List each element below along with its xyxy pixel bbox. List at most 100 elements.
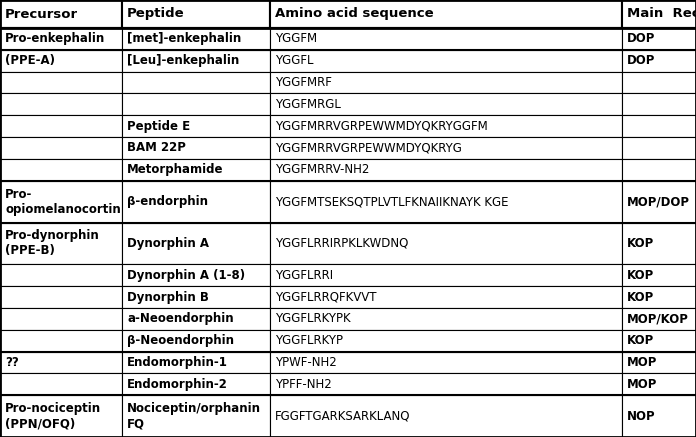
Bar (0, 395, 122, 437)
Bar (270, 330, 622, 351)
Text: Nociceptin/orphanin
FQ: Nociceptin/orphanin FQ (127, 402, 261, 430)
Bar (0, 330, 122, 351)
Bar (0, 28, 122, 50)
Text: MOP/KOP: MOP/KOP (627, 312, 689, 325)
Bar (622, 0, 696, 28)
Text: YGGFLRRQFKVVT: YGGFLRRQFKVVT (275, 291, 377, 304)
Bar (122, 0, 270, 28)
Bar (122, 159, 270, 180)
Text: YGGFLRKYPK: YGGFLRKYPK (275, 312, 351, 325)
Bar (622, 72, 696, 94)
Bar (622, 159, 696, 180)
Text: YPFF-NH2: YPFF-NH2 (275, 378, 332, 391)
Text: DOP: DOP (627, 32, 656, 45)
Bar (122, 222, 270, 264)
Text: Peptide E: Peptide E (127, 120, 190, 133)
Bar (0, 50, 122, 72)
Bar (270, 115, 622, 137)
Bar (0, 222, 122, 264)
Bar (622, 50, 696, 72)
Text: Metorphamide: Metorphamide (127, 163, 223, 176)
Bar (0, 159, 122, 180)
Bar (122, 373, 270, 395)
Bar (622, 308, 696, 330)
Bar (270, 264, 622, 286)
Text: Pro-nociceptin
(PPN/OFQ): Pro-nociceptin (PPN/OFQ) (5, 402, 101, 430)
Bar (270, 308, 622, 330)
Bar (0, 115, 122, 137)
Bar (270, 137, 622, 159)
Text: NOP: NOP (627, 409, 656, 423)
Text: MOP: MOP (627, 356, 658, 369)
Bar (0, 137, 122, 159)
Text: Dynorphin B: Dynorphin B (127, 291, 209, 304)
Text: YGGFMTSEKSQTPLVTLFKNAIIKNAYK KGE: YGGFMTSEKSQTPLVTLFKNAIIKNAYK KGE (275, 195, 509, 208)
Bar (122, 72, 270, 94)
Bar (622, 28, 696, 50)
Bar (0, 351, 122, 373)
Bar (622, 94, 696, 115)
Text: a-Neoendorphin: a-Neoendorphin (127, 312, 234, 325)
Bar (622, 180, 696, 222)
Text: Endomorphin-2: Endomorphin-2 (127, 378, 228, 391)
Text: YGGFL: YGGFL (275, 54, 313, 67)
Bar (122, 94, 270, 115)
Text: Dynorphin A: Dynorphin A (127, 237, 209, 250)
Bar (0, 264, 122, 286)
Bar (270, 159, 622, 180)
Text: Pro-dynorphin
(PPE-B): Pro-dynorphin (PPE-B) (5, 229, 100, 257)
Text: DOP: DOP (627, 54, 656, 67)
Text: YGGFMRRVGRPEWWMDYQKRYGGFM: YGGFMRRVGRPEWWMDYQKRYGGFM (275, 120, 488, 133)
Bar (622, 115, 696, 137)
Bar (122, 264, 270, 286)
Text: Amino acid sequence: Amino acid sequence (275, 7, 434, 21)
Text: Peptide: Peptide (127, 7, 184, 21)
Text: YGGFMRRVGRPEWWMDYQKRYG: YGGFMRRVGRPEWWMDYQKRYG (275, 142, 462, 154)
Bar (270, 286, 622, 308)
Text: [Leu]-enkephalin: [Leu]-enkephalin (127, 54, 239, 67)
Bar (622, 330, 696, 351)
Text: KOP: KOP (627, 269, 654, 282)
Bar (122, 115, 270, 137)
Bar (270, 222, 622, 264)
Text: Precursor: Precursor (5, 7, 78, 21)
Bar (122, 395, 270, 437)
Bar (0, 180, 122, 222)
Text: KOP: KOP (627, 291, 654, 304)
Text: [met]-enkephalin: [met]-enkephalin (127, 32, 242, 45)
Bar (270, 395, 622, 437)
Text: Pro-
opiomelanocortin: Pro- opiomelanocortin (5, 187, 120, 215)
Text: FGGFTGARKSARKLANQ: FGGFTGARKSARKLANQ (275, 409, 411, 423)
Text: KOP: KOP (627, 237, 654, 250)
Bar (270, 0, 622, 28)
Bar (0, 308, 122, 330)
Bar (622, 264, 696, 286)
Bar (622, 373, 696, 395)
Text: ??: ?? (5, 356, 19, 369)
Bar (122, 28, 270, 50)
Bar (0, 72, 122, 94)
Text: YGGFMRRV-NH2: YGGFMRRV-NH2 (275, 163, 370, 176)
Text: Endomorphin-1: Endomorphin-1 (127, 356, 228, 369)
Bar (270, 28, 622, 50)
Text: YGGFLRKYP: YGGFLRKYP (275, 334, 343, 347)
Bar (270, 180, 622, 222)
Text: YGGFMRGL: YGGFMRGL (275, 98, 341, 111)
Text: Main  Receptor: Main Receptor (627, 7, 696, 21)
Bar (622, 286, 696, 308)
Text: BAM 22P: BAM 22P (127, 142, 186, 154)
Text: YGGFLRRIRPKLKWDNQ: YGGFLRRIRPKLKWDNQ (275, 237, 409, 250)
Bar (270, 50, 622, 72)
Bar (270, 351, 622, 373)
Bar (122, 351, 270, 373)
Text: (PPE-A): (PPE-A) (5, 54, 55, 67)
Bar (622, 351, 696, 373)
Text: Pro-enkephalin: Pro-enkephalin (5, 32, 105, 45)
Text: YGGFLRRI: YGGFLRRI (275, 269, 333, 282)
Bar (622, 222, 696, 264)
Text: MOP/DOP: MOP/DOP (627, 195, 690, 208)
Bar (0, 94, 122, 115)
Text: β-endorphin: β-endorphin (127, 195, 208, 208)
Bar (270, 72, 622, 94)
Bar (122, 180, 270, 222)
